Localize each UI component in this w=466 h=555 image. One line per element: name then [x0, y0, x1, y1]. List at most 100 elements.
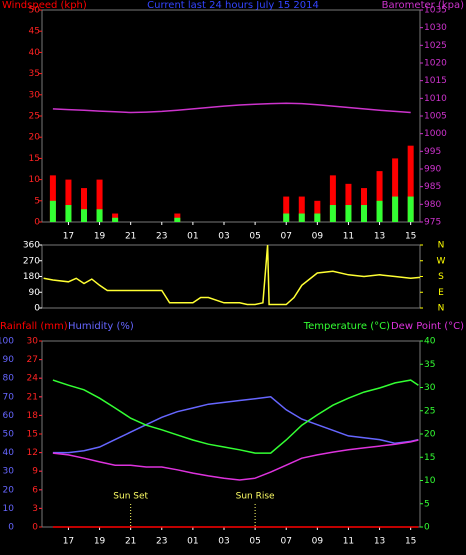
- wind-bar: [81, 188, 87, 222]
- y-tick-label: 70: [3, 392, 15, 402]
- wind-bar: [65, 205, 72, 222]
- y3-tick-label: 3: [32, 504, 38, 514]
- y2-tick-label: E: [438, 288, 444, 298]
- x-tick-label: 11: [343, 232, 354, 242]
- x-tick-label: 23: [156, 232, 167, 242]
- y-tick-label: 0: [8, 523, 14, 533]
- x-tick-label: 07: [280, 232, 291, 242]
- y-tick-label: 60: [3, 411, 15, 421]
- series-line: [52, 396, 419, 454]
- y2-tick-label: 995: [424, 147, 441, 157]
- y3-tick-label: 18: [27, 411, 39, 421]
- y-tick-label: 10: [3, 504, 15, 514]
- y2-tick-label: 20: [424, 430, 436, 440]
- y-tick-label: 35: [29, 69, 40, 79]
- x-tick-label: 13: [374, 537, 385, 547]
- y-tick-label: 90: [3, 355, 15, 365]
- y-tick-label: 10: [29, 175, 41, 185]
- wind-bar: [81, 209, 87, 222]
- y2-tick-label: 1010: [424, 94, 447, 104]
- y-tick-label: 0: [34, 218, 40, 228]
- series-label: Humidity (%): [68, 321, 134, 332]
- y2-tick-label: 25: [424, 406, 435, 416]
- wind-bar: [96, 179, 103, 222]
- y-tick-label: 20: [29, 133, 41, 143]
- wind-bar: [392, 196, 399, 222]
- y3-tick-label: 0: [32, 523, 38, 533]
- wind-bar: [376, 171, 383, 222]
- y-tick-label: 50: [3, 430, 15, 440]
- series-label: Rainfall (mm): [0, 321, 68, 332]
- wind-bar: [376, 200, 383, 222]
- y2-tick-label: 1020: [424, 59, 447, 69]
- annotation: Sun Set: [113, 492, 148, 502]
- y3-tick-label: 12: [27, 448, 38, 458]
- series-label: Dew Point (°C): [391, 321, 464, 332]
- series-label: Temperature (°C): [303, 321, 390, 332]
- y-tick-label: 270: [23, 256, 40, 266]
- y3-tick-label: 6: [32, 485, 38, 495]
- y3-tick-label: 24: [27, 374, 39, 384]
- wind-bar: [283, 213, 290, 222]
- y-tick-label: 15: [29, 154, 40, 164]
- wind-bar: [298, 213, 305, 222]
- x-tick-label: 05: [249, 232, 260, 242]
- x-tick-label: 21: [125, 232, 136, 242]
- y2-tick-label: N: [438, 304, 445, 314]
- annotation: Sun Rise: [236, 492, 275, 502]
- x-tick-label: 03: [218, 537, 229, 547]
- series-label: Barometer (kpa): [382, 0, 464, 11]
- x-tick-label: 15: [405, 232, 416, 242]
- series-line: [52, 379, 419, 454]
- wind-bar: [329, 175, 336, 222]
- y2-tick-label: 15: [424, 453, 435, 463]
- series-line: [43, 244, 421, 306]
- y-tick-label: 40: [29, 48, 41, 58]
- y2-tick-label: 975: [424, 218, 441, 228]
- y2-tick-label: 990: [424, 165, 441, 175]
- series-line: [52, 439, 419, 481]
- wind-bar: [298, 196, 305, 222]
- wind-bar: [407, 145, 414, 222]
- x-tick-label: 11: [343, 537, 354, 547]
- y2-tick-label: 985: [424, 182, 441, 192]
- x-tick-label: 19: [94, 232, 106, 242]
- x-tick-label: 09: [312, 232, 324, 242]
- y-tick-label: 90: [29, 288, 41, 298]
- y-tick-label: 50: [29, 6, 41, 16]
- chart-title: Current last 24 hours July 15 2014: [147, 0, 319, 11]
- y2-tick-label: 1025: [424, 41, 447, 51]
- y-tick-label: 0: [34, 304, 40, 314]
- wind-bar: [329, 205, 336, 222]
- wind-bar: [49, 175, 56, 222]
- y2-tick-label: S: [438, 272, 444, 282]
- y-tick-label: 360: [23, 241, 40, 251]
- x-tick-label: 09: [312, 537, 324, 547]
- wind-bar: [345, 183, 352, 222]
- x-tick-label: 15: [405, 537, 416, 547]
- x-tick-label: 17: [63, 232, 74, 242]
- y-tick-label: 180: [23, 272, 40, 282]
- y3-tick-label: 9: [32, 467, 38, 477]
- y2-tick-label: 1015: [424, 76, 447, 86]
- wind-bar: [314, 200, 321, 222]
- wind-bar: [112, 217, 119, 222]
- wind-bar: [314, 213, 321, 222]
- x-tick-label: 01: [187, 537, 198, 547]
- x-tick-label: 19: [94, 537, 106, 547]
- y2-tick-label: 30: [424, 383, 436, 393]
- y-tick-label: 25: [29, 112, 40, 122]
- y-tick-label: 80: [3, 374, 15, 384]
- y3-tick-label: 30: [27, 337, 39, 347]
- y3-tick-label: 27: [27, 355, 38, 365]
- y-tick-label: 30: [3, 467, 15, 477]
- y-tick-label: 100: [0, 337, 14, 347]
- x-tick-label: 21: [125, 537, 136, 547]
- series-label: Windspeed (kph): [2, 0, 87, 11]
- x-tick-label: 03: [218, 232, 229, 242]
- wind-bar: [361, 205, 367, 222]
- wind-bar: [345, 205, 352, 222]
- x-tick-label: 23: [156, 537, 167, 547]
